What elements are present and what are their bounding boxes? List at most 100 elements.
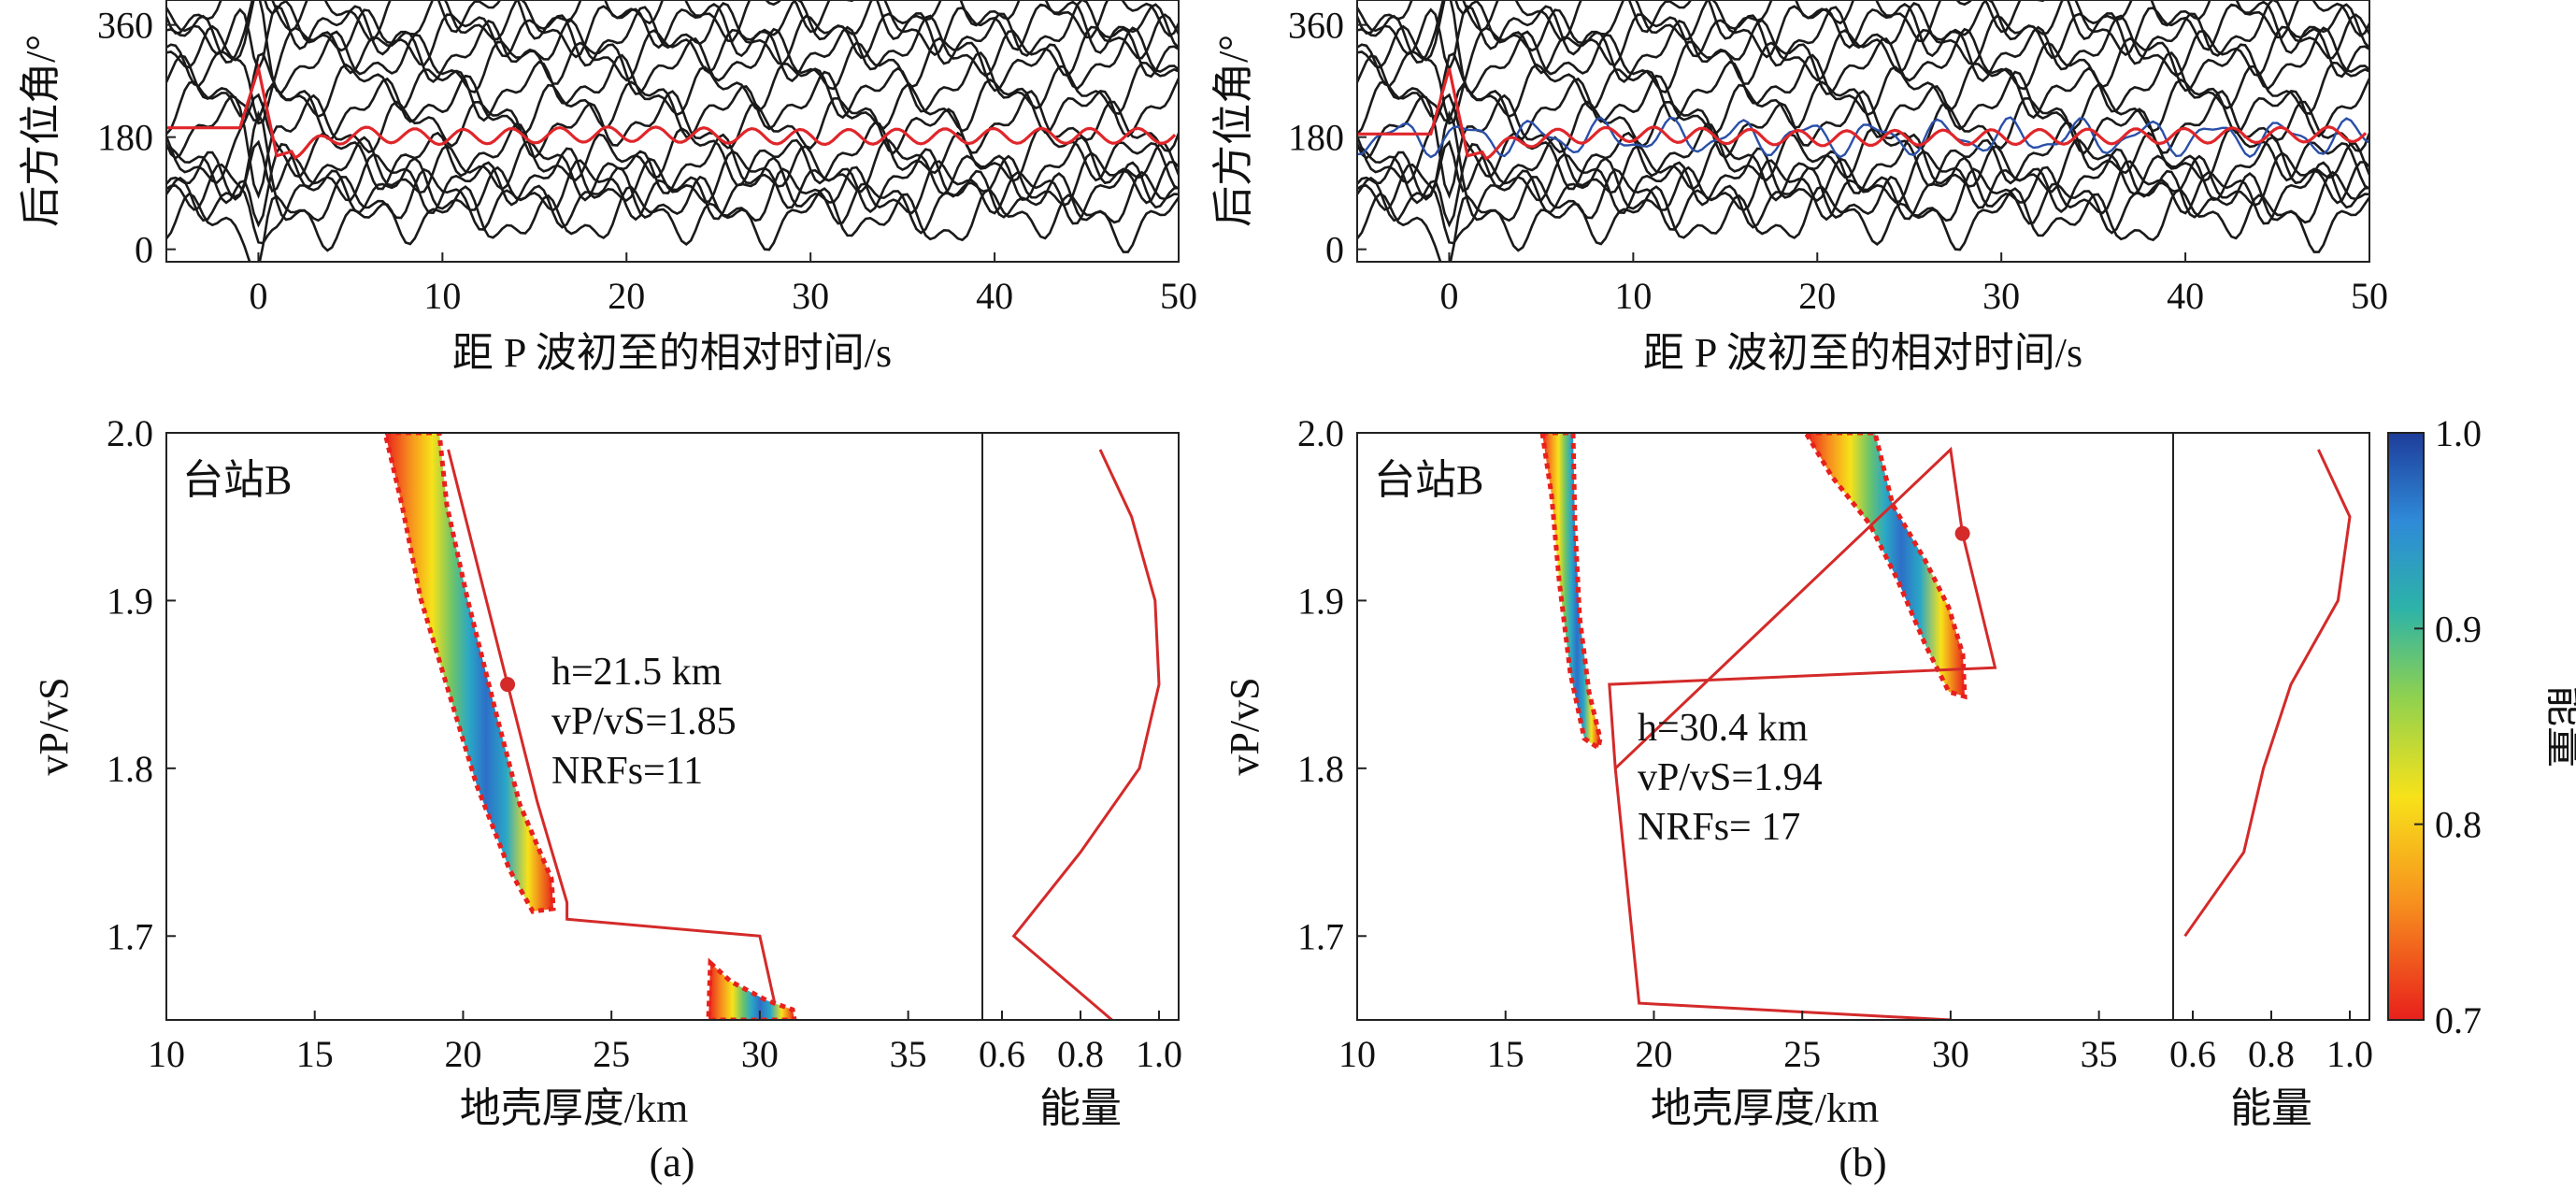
waveform-traces-b — [1357, 0, 2369, 262]
caption-a: (a) — [650, 1140, 695, 1185]
hk-ytick-label: 1.7 — [107, 915, 153, 957]
waveform-xtick-label: 10 — [1614, 275, 1652, 317]
hk-xtick-label: 20 — [1635, 1033, 1672, 1075]
waveform-ytick-label: 180 — [1288, 117, 1344, 159]
energy-curve-a — [1011, 449, 1161, 1022]
waveform-ytick-label: 360 — [97, 5, 153, 47]
hk-ytick-label: 1.8 — [1297, 748, 1344, 790]
waveform-plot-a: 0 10 20 30 40 50 0 180 360 后方位角/° 距 P 波初至的相对时间/s — [18, 0, 1197, 376]
hk-xtick-label: 30 — [1932, 1033, 1969, 1075]
colorbar: 0.7 0.8 0.9 1.0 能量 — [2387, 412, 2576, 1041]
hk-xtick-label: 35 — [890, 1033, 927, 1075]
waveform-trace — [166, 0, 1179, 95]
hk-xtick-label: 25 — [593, 1033, 630, 1075]
waveform-xlabel-b: 距 P 波初至的相对时间/s — [1643, 330, 2082, 376]
hk-xlabel-b: 地壳厚度/km — [1651, 1085, 1879, 1131]
energy-ticks-a: 0.6 0.8 1.0 — [979, 1011, 1182, 1075]
energy-curve-b — [2183, 449, 2352, 938]
hk-plot-a: 10 15 20 25 30 35 1.7 1.8 1.9 2.0 台站B h=21.5 km v… — [31, 412, 983, 1131]
energy-xtick-label: 1.0 — [1136, 1033, 1182, 1075]
waveform-xtick-label: 30 — [1982, 275, 2020, 317]
waveform-ylabel-a: 后方位角/° — [18, 35, 64, 227]
waveform-trace — [1357, 90, 2369, 199]
hk-xtick-label: 15 — [296, 1033, 334, 1075]
waveform-trace — [166, 110, 1179, 235]
hk-xtick-label: 10 — [148, 1033, 185, 1075]
hk-ylabel-a: vP/vS — [31, 677, 77, 775]
waveform-trace — [1357, 14, 2369, 125]
energy-xlabel-b: 能量 — [2230, 1085, 2312, 1131]
waveform-trace — [166, 51, 1179, 140]
waveform-trace — [1357, 0, 2369, 67]
waveform-xtick-label: 40 — [2167, 275, 2204, 317]
panel-b: 0 10 20 30 40 50 0 180 360 后方位角/° 距 P 波初至的相对时间/s… — [1210, 0, 2388, 1185]
best-estimate-marker — [1954, 525, 1970, 541]
station-label-a: 台站B — [182, 457, 292, 503]
waveform-xtick-label: 30 — [792, 275, 829, 317]
hk-ytick-label: 1.9 — [1297, 580, 1344, 622]
bootstrap-path-a — [447, 449, 777, 1004]
waveform-trace — [1357, 185, 2369, 262]
energy-frame-b — [2172, 432, 2370, 1021]
waveform-trace — [166, 51, 1179, 122]
waveform-trace — [1357, 110, 2369, 235]
hk-energy-band-b — [1539, 433, 1968, 753]
waveform-xtick-label: 20 — [1798, 275, 1836, 317]
annotation-h-a: h=21.5 km — [551, 651, 723, 694]
hk-ylabel-b: vP/vS — [1222, 677, 1267, 775]
waveform-trace — [166, 14, 1179, 125]
waveform-xtick-label: 0 — [1439, 275, 1458, 317]
waveform-trace — [1357, 0, 2369, 43]
colorbar-label: 能量 — [2542, 685, 2576, 768]
waveform-xtick-label: 50 — [2351, 275, 2388, 317]
waveform-traces-a — [166, 0, 1179, 262]
best-estimate-marker — [500, 677, 516, 693]
panel-a: 0 10 20 30 40 50 0 180 360 后方位角/° 距 P 波初至的相对时间/s… — [18, 0, 1197, 1185]
waveform-trace — [166, 93, 1179, 191]
colorbar-tick-label: 0.7 — [2435, 999, 2482, 1041]
waveform-plot-b: 0 10 20 30 40 50 0 180 360 后方位角/° 距 P 波初至的相对时间/s — [1210, 0, 2388, 376]
energy-xtick-label: 1.0 — [2326, 1033, 2373, 1075]
waveform-trace — [166, 139, 1179, 215]
hk-ytick-label: 1.9 — [107, 580, 153, 622]
hk-ticks-a: 10 15 20 25 30 35 1.7 1.8 1.9 2.0 — [107, 412, 927, 1075]
annotation-nrf-a: NRFs=11 — [551, 750, 703, 793]
energy-xlabel-a: 能量 — [1039, 1085, 1122, 1131]
waveform-ticks-a: 0 10 20 30 40 50 0 180 360 — [97, 5, 1197, 317]
waveform-trace — [1357, 156, 2369, 245]
hk-ticks-b: 10 15 20 25 30 35 1.7 1.8 1.9 2.0 — [1297, 412, 2118, 1075]
energy-xtick-label: 0.8 — [2248, 1033, 2295, 1075]
hk-ytick-label: 1.8 — [107, 748, 153, 790]
waveform-trace — [166, 0, 1179, 43]
waveform-trace — [166, 0, 1179, 73]
colorbar-tick-label: 0.8 — [2435, 804, 2482, 846]
colorbar-tick-label: 1.0 — [2435, 412, 2482, 454]
waveform-ylabel-b: 后方位角/° — [1210, 35, 1256, 227]
colorbar-tick-label: 0.9 — [2435, 608, 2482, 650]
waveform-trace — [1357, 139, 2369, 215]
energy-xtick-label: 0.6 — [2169, 1033, 2216, 1075]
waveform-mean-trace — [1357, 67, 2368, 161]
energy-plot-b: 0.6 0.8 1.0 能量 — [2169, 432, 2373, 1131]
waveform-ytick-label: 180 — [97, 117, 153, 159]
waveform-trace — [166, 156, 1179, 245]
waveform-trace — [166, 133, 1179, 228]
hk-xtick-label: 35 — [2081, 1033, 2118, 1075]
waveform-xtick-label: 10 — [423, 275, 461, 317]
energy-xtick-label: 0.6 — [979, 1033, 1025, 1075]
waveform-frame-b — [1356, 0, 2370, 263]
hk-xtick-label: 10 — [1338, 1033, 1376, 1075]
colorbar-gradient — [2388, 433, 2424, 1020]
hk-xtick-label: 15 — [1487, 1033, 1524, 1075]
hk-energy-band-a — [382, 433, 797, 1020]
waveform-xtick-label: 0 — [249, 275, 267, 317]
hk-ytick-label: 2.0 — [107, 412, 153, 454]
annotation-ratio-a: vP/vS=1.85 — [551, 700, 737, 743]
waveform-trace — [166, 0, 1179, 67]
waveform-mean-trace — [166, 62, 1177, 161]
hk-xlabel-a: 地壳厚度/km — [460, 1085, 688, 1131]
hk-xtick-label: 20 — [444, 1033, 481, 1075]
waveform-xtick-label: 20 — [608, 275, 645, 317]
waveform-ticks-b: 0 10 20 30 40 50 0 180 360 — [1288, 5, 2388, 317]
hk-plot-b: 10 15 20 25 30 35 1.7 1.8 1.9 2.0 台站B h=30.4 km v… — [1222, 412, 2174, 1131]
